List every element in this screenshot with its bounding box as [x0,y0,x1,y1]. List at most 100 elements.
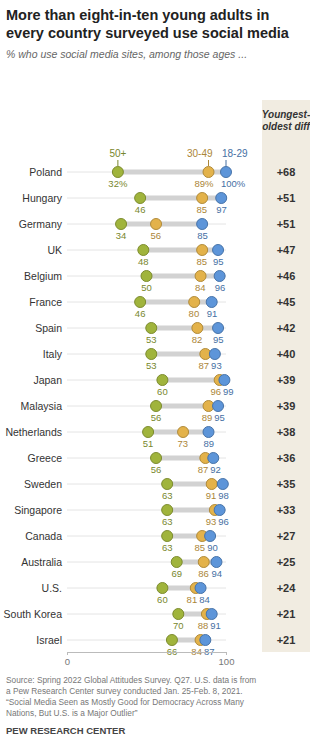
y-tick: Japan [33,374,62,386]
data-label: 93 [206,516,217,527]
dot [146,349,157,360]
data-label: 94 [211,568,222,579]
legend-pointer [117,160,118,166]
data-label: 88 [198,620,209,631]
dot [205,531,216,542]
labels: 32%4634485046535360565156636363696070668… [108,148,296,657]
data-label: 56 [151,412,162,423]
y-tick-label: France [29,296,62,308]
dot [112,167,123,178]
data-label: 92 [210,464,221,475]
source: “Social Media Seen as Mostly Good for De… [6,697,245,707]
y-tick: Belgium [24,270,62,282]
data-label: 80 [189,308,200,319]
dot [195,271,206,282]
data-label: 96 [218,516,229,527]
data-label: 91 [206,490,217,501]
y-tick-label: Hungary [22,192,62,204]
diff-label: +39 [277,400,296,412]
dot [162,505,173,516]
y-tick-label: Poland [29,166,62,178]
diff-label: +51 [277,192,296,204]
dot [135,193,146,204]
diff-label: +45 [277,296,296,308]
y-tick: Germany [19,218,63,230]
dot [206,479,217,490]
data-label: 63 [162,542,173,553]
dot [151,219,162,230]
diff-label: +68 [277,166,296,178]
legend-label: 30-49 [187,148,213,159]
dot [162,479,173,490]
data-label: 85 [197,256,208,267]
data-label: 56 [150,230,161,241]
y-tick-label: Greece [28,452,63,464]
data-label: 51 [143,438,154,449]
data-label: 60 [157,594,168,605]
data-label: 46 [135,308,146,319]
y-tick: Australia [21,556,62,568]
dot [166,635,177,646]
y-tick-label: Sweden [24,478,62,490]
data-label: 91 [207,308,218,319]
data-label: 96 [210,386,221,397]
y-tick: Greece [28,452,63,464]
data-label: 73 [177,438,188,449]
data-label: 85 [195,542,206,553]
y-tick-label: Spain [35,322,62,334]
dot [141,271,152,282]
diff-background [262,100,310,652]
grid [67,172,226,640]
grid-line [67,172,226,173]
data-label: 95 [213,334,224,345]
y-tick: Netherlands [5,426,62,438]
data-label: 82 [192,334,203,345]
range-bar [140,300,212,305]
data-label: 85 [197,204,208,215]
y-tick: France [29,296,62,308]
data-label: 69 [171,568,182,579]
diff-label: +25 [277,556,296,568]
y-tick: Sweden [24,478,62,490]
dot [135,297,146,308]
diff-label: +47 [277,244,296,256]
y-tick-label: Italy [43,348,63,360]
data-label: 63 [162,516,173,527]
dot [213,245,224,256]
data-label: 70 [173,620,184,631]
y-tick-label: U.S. [42,582,62,594]
diff-label: +24 [277,582,297,594]
grid-line [67,510,226,511]
data-label: 97 [216,204,227,215]
dot [206,609,217,620]
diff-label: +33 [277,504,296,516]
dot [203,167,214,178]
y-tick: UK [47,244,62,256]
subtitle: % who use social media sites, among thos… [6,48,247,60]
grid-line [67,380,226,381]
diff-label: +40 [277,348,296,360]
data-label: 53 [146,334,157,345]
dot [195,583,206,594]
dot [157,375,168,386]
x-tick: 0 [65,652,70,667]
grid-line [67,484,226,485]
data-label: 93 [211,360,222,371]
y-tick: South Korea [4,608,63,620]
dot [217,479,228,490]
y-tick: Canada [25,530,62,542]
range-bar [147,274,220,279]
y-tick-label: South Korea [4,608,63,620]
data-label: 81 [187,594,198,605]
y-axis: Poland Hungary Germany UK Belgium France Spain… [4,166,63,646]
diff-title: Youngest-oldest diff [262,109,310,132]
data-label: 84 [195,282,206,293]
chart: More than eight-in-ten young adults inev… [0,0,310,740]
dot [157,583,168,594]
dot [209,349,220,360]
dot [206,297,217,308]
dot [198,557,209,568]
dot [197,219,208,230]
marks [112,167,231,646]
data-label: 87 [204,646,215,657]
